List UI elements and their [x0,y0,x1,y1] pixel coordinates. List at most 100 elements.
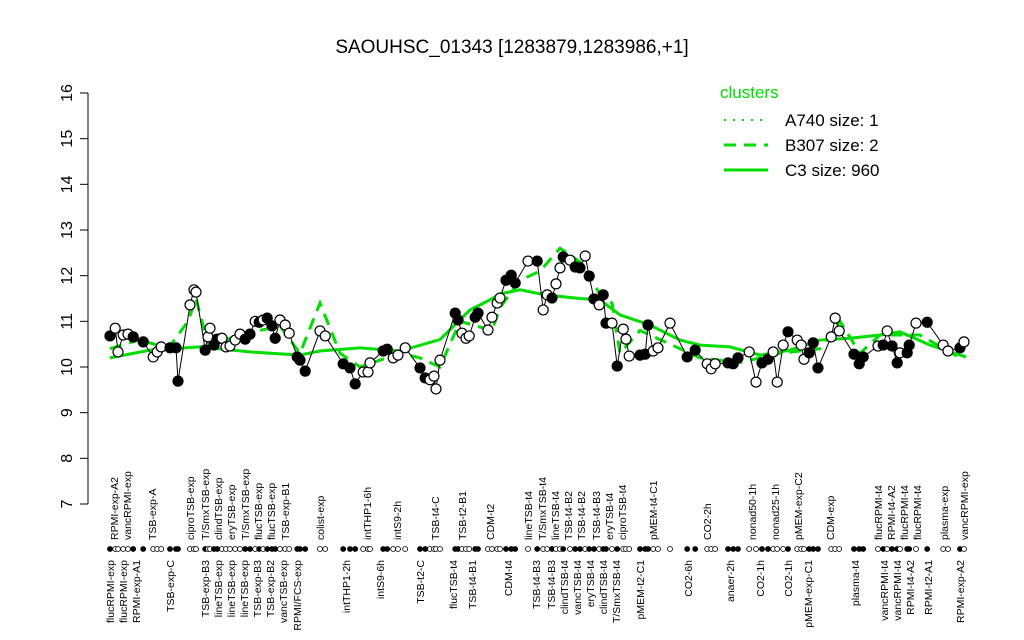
rug-marker [264,546,271,552]
bottom-sample-label: lineTSB-exp [226,560,238,617]
data-point [803,347,815,359]
bottom-sample-label: vancRPMI-t4 [879,560,891,621]
data-point [921,316,933,328]
rug-marker [667,546,673,552]
bottom-sample-label: clindTSB-t4 [559,560,571,614]
data-point [782,326,794,338]
rug-marker [384,546,391,552]
data-point [620,333,632,345]
rug-marker [402,546,409,552]
top-sample-label: T/SmxTSB-exp [240,469,252,540]
data-point [574,262,586,274]
rug-marker [277,546,283,552]
y-tick-label: 7 [59,499,76,508]
legend-label-a740: A740 size: 1 [785,111,879,130]
bottom-sample-label: intTHP1-2h [341,560,353,613]
rug-marker [360,546,367,552]
data-point [881,325,893,337]
data-point [611,360,623,372]
data-point [642,319,654,331]
data-point [266,320,278,332]
data-point [434,354,446,366]
rug-marker [115,546,121,552]
data-point [537,304,549,316]
data-point [112,346,124,358]
data-point [104,330,116,342]
legend-title: clusters [720,83,779,102]
rug-marker [945,546,951,552]
bottom-sample-label: T/SmxTSB-t4 [611,560,623,623]
data-point [910,317,922,329]
rug-marker [237,546,243,552]
y-tick-label: 11 [59,313,76,330]
rug-marker [655,546,661,552]
bottom-sample-label: CO2-1h [755,560,767,597]
top-sample-labels: RPMI-exp-A2 vancRPMI-exp TSB-exp-A ciproTSB… [109,469,971,540]
data-point [886,340,898,352]
rug-marker [913,546,919,552]
rug-marker [352,546,359,552]
rug-marker [810,546,817,552]
bottom-sample-label: intS9-6h [375,560,387,599]
data-point [109,322,121,334]
rug-marker [395,546,401,552]
rug-marker [735,546,741,552]
y-tick-label: 8 [59,454,76,463]
top-sample-label: intS9-2h [392,501,404,540]
data-point [554,262,566,274]
rug-marker [712,546,719,552]
data-point [319,330,331,342]
rug-marker [120,546,127,552]
rug-marker [125,546,131,552]
top-sample-label: eryTSB-t4 [604,493,616,540]
top-sample-label: flucRPMI-t4 [912,485,924,540]
rug-marker [746,546,753,552]
data-point [767,346,779,358]
rug-marker [684,546,691,552]
rug-marker [417,546,423,552]
data-point [494,292,506,304]
rug-marker [130,546,137,552]
data-point [199,344,211,356]
rug-marker [603,546,609,552]
rug-marker [367,546,373,552]
data-point [606,317,618,329]
bottom-sample-label: CO2-1h [783,560,795,597]
data-point [430,383,442,395]
bottom-sample-label: CDM-t4 [503,560,515,596]
top-sample-label: pMEM-exp-C2 [793,472,805,540]
data-point [750,376,762,388]
data-point [392,349,404,361]
top-sample-label: ciproTSB-exp [185,476,197,540]
top-sample-label: lineTSB-t4 [523,491,535,540]
rug-marker [390,546,397,552]
data-point [204,322,216,334]
legend-label-b307: B307 size: 2 [785,136,879,155]
rug-marker [158,546,165,552]
rug-marker [534,546,541,552]
rug-marker [801,546,807,552]
top-sample-label: vancRPMI-exp [959,471,971,540]
data-point [463,330,475,342]
top-sample-label: T/SmxTSB-t4 [537,477,549,540]
top-sample-label: TSB-t4-B2 [563,491,575,540]
data-point [579,250,591,262]
rug-marker [512,546,519,552]
data-point [857,351,869,363]
data-point [812,362,824,374]
top-sample-label: RPMI-t4-A2 [886,485,898,540]
rug-marker [214,546,221,552]
data-series [104,250,970,395]
top-sample-label: TSB-t2-B1 [457,491,469,540]
data-point [269,332,281,344]
data-point [486,311,498,323]
rug-marker [242,546,249,552]
data-point [550,278,562,290]
rug-marker [247,546,253,552]
data-point [509,277,521,289]
top-sample-label: CDM-t2 [485,504,497,540]
sample-rug [107,546,967,552]
rug-marker [586,546,593,552]
bottom-sample-label: pMEM-exp-C1 [803,560,815,628]
chart-title: SAOUHSC_01343 [1283879,1283986,+1] [335,37,688,58]
